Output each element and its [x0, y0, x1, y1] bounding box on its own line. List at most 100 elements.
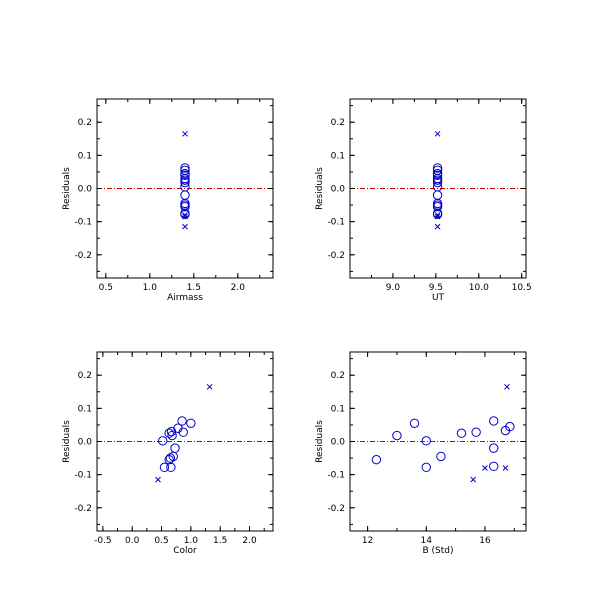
circle-data-point [432, 177, 443, 188]
x-tick-label: 10.0 [469, 283, 489, 293]
x-tick-label: 12 [362, 536, 373, 546]
y-tick-label: -0.2 [74, 504, 92, 514]
x-marker-data-point [155, 476, 161, 483]
x-tick-label: 9.0 [386, 283, 401, 293]
x-marker-data-point [502, 465, 509, 471]
x-tick-label: 1.0 [184, 536, 199, 546]
y-axis-label: Residuals [62, 167, 72, 210]
circle-data-point [166, 462, 176, 473]
circle-data-point [436, 451, 446, 462]
circle-data-point [489, 416, 499, 426]
circle-data-point [186, 418, 196, 428]
x-tick-label: 2.0 [231, 283, 246, 293]
x-marker-data-point [504, 383, 510, 390]
circle-data-point [180, 202, 190, 212]
x-marker-data-point [434, 130, 441, 137]
y-tick-label: -0.2 [327, 251, 345, 261]
x-marker-data-point [434, 223, 441, 230]
circle-data-point [432, 170, 443, 180]
circle-data-point [180, 190, 190, 200]
y-tick-label: -0.2 [327, 504, 345, 514]
x-tick-label: 14 [421, 536, 433, 546]
circle-data-point [165, 453, 176, 463]
residuals-vs-airmass-panel: -0.2 -0.1 0.0 0.1 0.2 0.5 1.0 1.5 2.0 Airmass Resi… [62, 98, 274, 303]
x-marker-data-point [182, 223, 188, 230]
circle-data-point [180, 170, 190, 180]
circle-data-point [489, 443, 499, 453]
x-tick-label: 0.5 [154, 536, 168, 546]
circle-data-point [432, 202, 443, 212]
circle-data-point [432, 175, 443, 185]
residuals-vs-color-panel: -0.2 -0.1 0.0 0.1 0.2 -0.5 0.0 0.5 1.0 1.5 2.0 Colo… [62, 351, 274, 556]
x-marker-data-point [182, 130, 188, 137]
circle-data-point [178, 427, 188, 437]
x-marker-data-point [434, 212, 441, 218]
x-marker-data-point [434, 213, 441, 220]
x-tick-label: 0.0 [125, 536, 140, 546]
x-tick-label: 2.0 [242, 536, 257, 546]
y-tick-label: 0.1 [331, 404, 345, 414]
x-tick-label: 1.5 [187, 283, 201, 293]
y-axis-label: Residuals [315, 420, 325, 463]
x-axis-label: Color [173, 546, 197, 556]
x-marker-data-point [182, 212, 188, 218]
x-tick-label: 16 [479, 536, 491, 546]
x-tick-label: 10.5 [512, 283, 532, 293]
circle-data-point [456, 428, 467, 438]
circle-data-point [180, 177, 190, 188]
x-tick-label: -0.5 [94, 536, 112, 546]
circle-data-point [164, 428, 174, 438]
y-tick-label: -0.1 [327, 471, 345, 481]
circle-data-point [158, 436, 168, 446]
y-tick-label: 0.0 [331, 438, 346, 448]
circle-data-point [177, 416, 187, 426]
residuals-vs-ut-panel: -0.2 -0.1 0.0 0.1 0.2 9.0 9.5 10.0 10.5 UT Residua… [315, 98, 532, 303]
y-tick-label: -0.1 [74, 471, 92, 481]
circle-data-point [180, 175, 190, 185]
y-tick-label: -0.2 [74, 251, 92, 261]
circle-data-point [471, 427, 481, 437]
circle-data-point [164, 455, 174, 465]
circle-data-point [170, 443, 180, 453]
circle-data-point [421, 462, 431, 473]
circle-data-point [489, 461, 499, 472]
circle-data-point [180, 209, 190, 220]
y-axis-label: Residuals [315, 167, 325, 210]
x-marker-data-point [470, 476, 477, 483]
x-axis-label: Airmass [167, 293, 203, 303]
y-axis-label: Residuals [62, 420, 72, 463]
circle-data-point [180, 163, 190, 173]
y-tick-label: 0.1 [78, 151, 92, 161]
y-tick-label: 0.0 [78, 438, 93, 448]
circle-data-point [409, 418, 420, 428]
circle-data-point [432, 190, 443, 200]
circle-data-point [166, 426, 177, 437]
x-tick-label: 1.0 [143, 283, 158, 293]
y-tick-label: 0.1 [78, 404, 92, 414]
y-tick-label: 0.2 [331, 371, 345, 381]
y-tick-label: 0.2 [78, 118, 92, 128]
y-tick-label: 0.1 [331, 151, 345, 161]
x-tick-label: 9.5 [429, 283, 443, 293]
circle-data-point [505, 421, 515, 432]
x-tick-label: 0.5 [99, 283, 113, 293]
circle-data-point [167, 430, 177, 441]
y-tick-label: -0.1 [74, 218, 92, 228]
y-tick-label: 0.0 [78, 185, 93, 195]
circle-data-point [392, 430, 402, 441]
x-marker-data-point [482, 465, 488, 471]
x-marker-data-point [182, 213, 188, 220]
y-tick-label: 0.2 [331, 118, 345, 128]
y-tick-label: 0.2 [78, 371, 92, 381]
x-tick-label: 1.5 [213, 536, 227, 546]
x-axis-label: UT [432, 293, 445, 303]
y-tick-label: 0.0 [331, 185, 346, 195]
x-axis-label: B (Std) [422, 546, 453, 556]
circle-data-point [432, 163, 443, 173]
residuals-vs-b-std-panel: -0.2 -0.1 0.0 0.1 0.2 12 14 16 B (Std) Residuals [315, 351, 527, 556]
circle-data-point [421, 436, 431, 446]
circle-data-point [159, 462, 170, 473]
circle-data-point [371, 455, 382, 465]
y-tick-label: -0.1 [327, 218, 345, 228]
